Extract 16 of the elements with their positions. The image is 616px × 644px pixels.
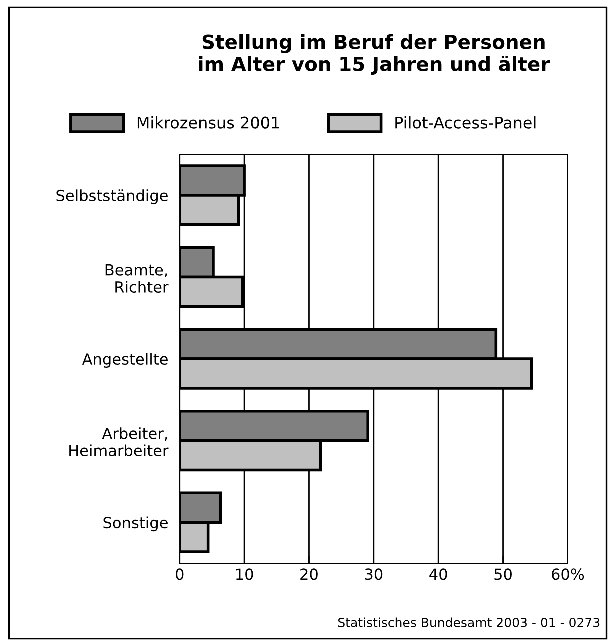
y-tick-label: Sonstige xyxy=(104,516,168,532)
y-tick-label: Selbstständige xyxy=(56,190,168,204)
y-tick-label: Angestellte xyxy=(82,353,168,368)
x-tick-label: 50 xyxy=(494,568,512,580)
y-tick-label: Beamte, Richter xyxy=(106,264,169,293)
y-tick-label: Arbeiter, Heimarbeiter xyxy=(70,428,169,457)
legend-label: Pilot-Access-Panel xyxy=(396,116,536,129)
x-tick-label: 20 xyxy=(300,568,318,580)
x-tick-label: 10 xyxy=(236,568,254,580)
x-tick-label: 30 xyxy=(365,568,383,580)
x-tick-label: 40 xyxy=(430,568,448,580)
x-tick-label: 60% xyxy=(552,568,584,580)
legend-label: Mikrozensus 2001 xyxy=(138,116,280,129)
x-tick-label: 0 xyxy=(176,568,184,580)
chart-title: Stellung im Beruf der Personen im Alter von 15 Jahren und älter xyxy=(199,34,550,76)
text: Statistisches Bundesamt 2003 - 01 - 0273 xyxy=(338,618,600,628)
